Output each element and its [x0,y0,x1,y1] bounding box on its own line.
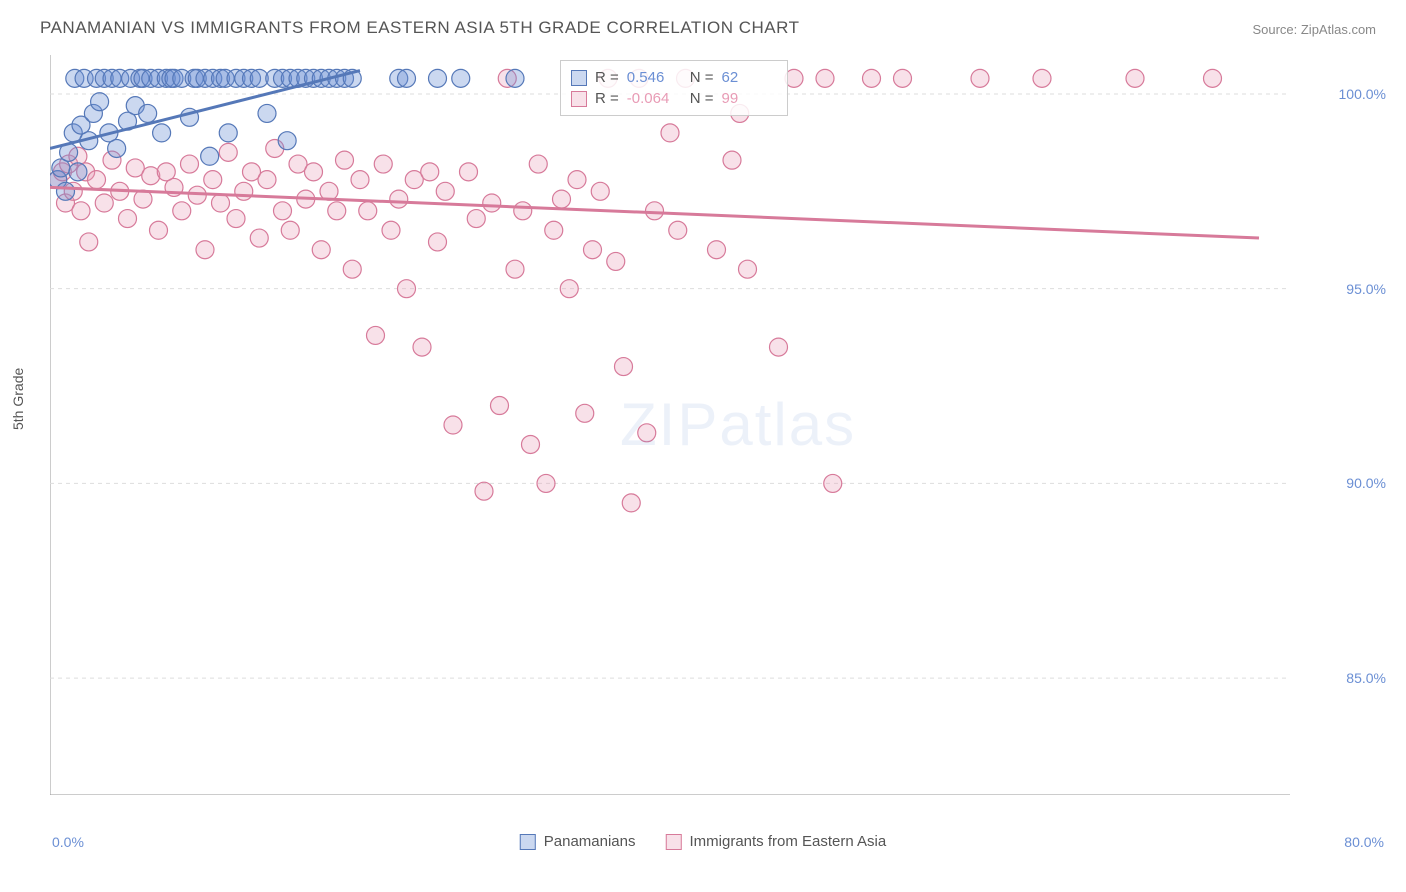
watermark: ZIPatlas [620,390,856,459]
legend-label: Immigrants from Eastern Asia [690,833,887,850]
swatch-icon [666,834,682,850]
y-tick-label: 85.0% [1346,670,1386,686]
y-axis-label: 5th Grade [10,368,26,430]
swatch-icon [571,91,587,107]
correlation-legend-box: R = 0.546 N = 62 R = -0.064 N = 99 [560,60,788,116]
legend-row-immigrants: R = -0.064 N = 99 [571,88,777,109]
x-tick-label-max: 80.0% [1344,834,1384,850]
r-label: R = [595,90,619,107]
chart-title: PANAMANIAN VS IMMIGRANTS FROM EASTERN AS… [40,18,800,38]
legend-item-panamanians: Panamanians [520,833,636,850]
legend-label: Panamanians [544,833,636,850]
source-attribution: Source: ZipAtlas.com [1252,22,1376,37]
swatch-icon [520,834,536,850]
y-tick-label: 95.0% [1346,281,1386,297]
n-label: N = [690,69,714,86]
y-tick-label: 90.0% [1346,475,1386,491]
n-value: 99 [722,90,777,107]
n-value: 62 [722,69,777,86]
r-label: R = [595,69,619,86]
n-label: N = [690,90,714,107]
legend-item-immigrants: Immigrants from Eastern Asia [666,833,887,850]
swatch-icon [571,70,587,86]
x-tick-label-min: 0.0% [52,834,84,850]
r-value: -0.064 [627,90,682,107]
r-value: 0.546 [627,69,682,86]
legend-row-panamanians: R = 0.546 N = 62 [571,67,777,88]
y-tick-label: 100.0% [1339,86,1386,102]
series-legend: Panamanians Immigrants from Eastern Asia [520,833,886,850]
